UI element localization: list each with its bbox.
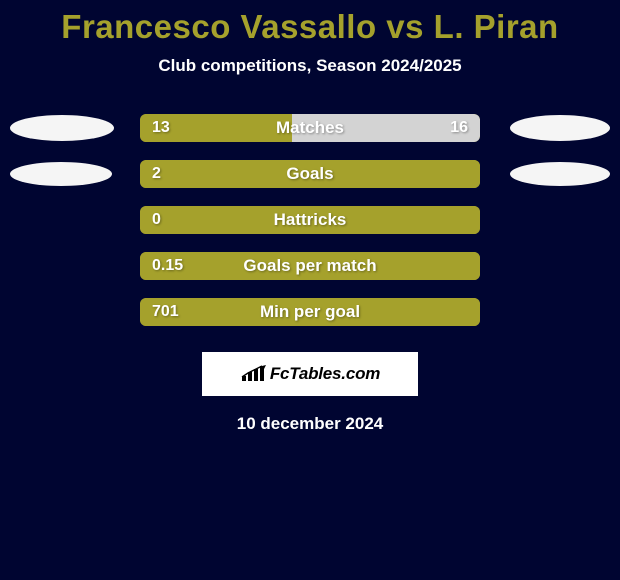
metric-row: 13 16 Matches: [0, 114, 620, 142]
metric-row: 0 Hattricks: [0, 206, 620, 234]
comparison-card: Francesco Vassallo vs L. Piran Club comp…: [0, 0, 620, 580]
metric-row: 2 Goals: [0, 160, 620, 188]
logo-text: FcTables.com: [270, 364, 380, 384]
subtitle: Club competitions, Season 2024/2025: [0, 56, 620, 76]
logo-box: FcTables.com: [202, 352, 418, 396]
avatar-left: [10, 162, 112, 186]
avatar-right: [510, 115, 610, 141]
bar: 2 Goals: [140, 160, 480, 188]
bar: 0.15 Goals per match: [140, 252, 480, 280]
bar: 701 Min per goal: [140, 298, 480, 326]
metric-row: 701 Min per goal: [0, 298, 620, 326]
avatar-right: [510, 162, 610, 186]
value-left: 2: [152, 165, 161, 183]
metric-label: Matches: [276, 118, 344, 138]
metric-label: Goals: [286, 164, 333, 184]
value-left: 13: [152, 119, 170, 137]
date-label: 10 december 2024: [0, 414, 620, 434]
value-left: 701: [152, 303, 179, 321]
avatar-left: [10, 115, 114, 141]
page-title: Francesco Vassallo vs L. Piran: [0, 0, 620, 46]
metric-label: Goals per match: [243, 256, 376, 276]
bar: 0 Hattricks: [140, 206, 480, 234]
bar-chart-icon: [240, 365, 266, 383]
value-left: 0: [152, 211, 161, 229]
value-right: 16: [450, 119, 468, 137]
metric-row: 0.15 Goals per match: [0, 252, 620, 280]
value-left: 0.15: [152, 257, 183, 275]
metric-label: Min per goal: [260, 302, 360, 322]
metric-label: Hattricks: [274, 210, 347, 230]
metrics-list: 13 16 Matches 2 Goals 0 Hattricks 0.15 Goals per…: [0, 114, 620, 326]
bar: 13 16 Matches: [140, 114, 480, 142]
